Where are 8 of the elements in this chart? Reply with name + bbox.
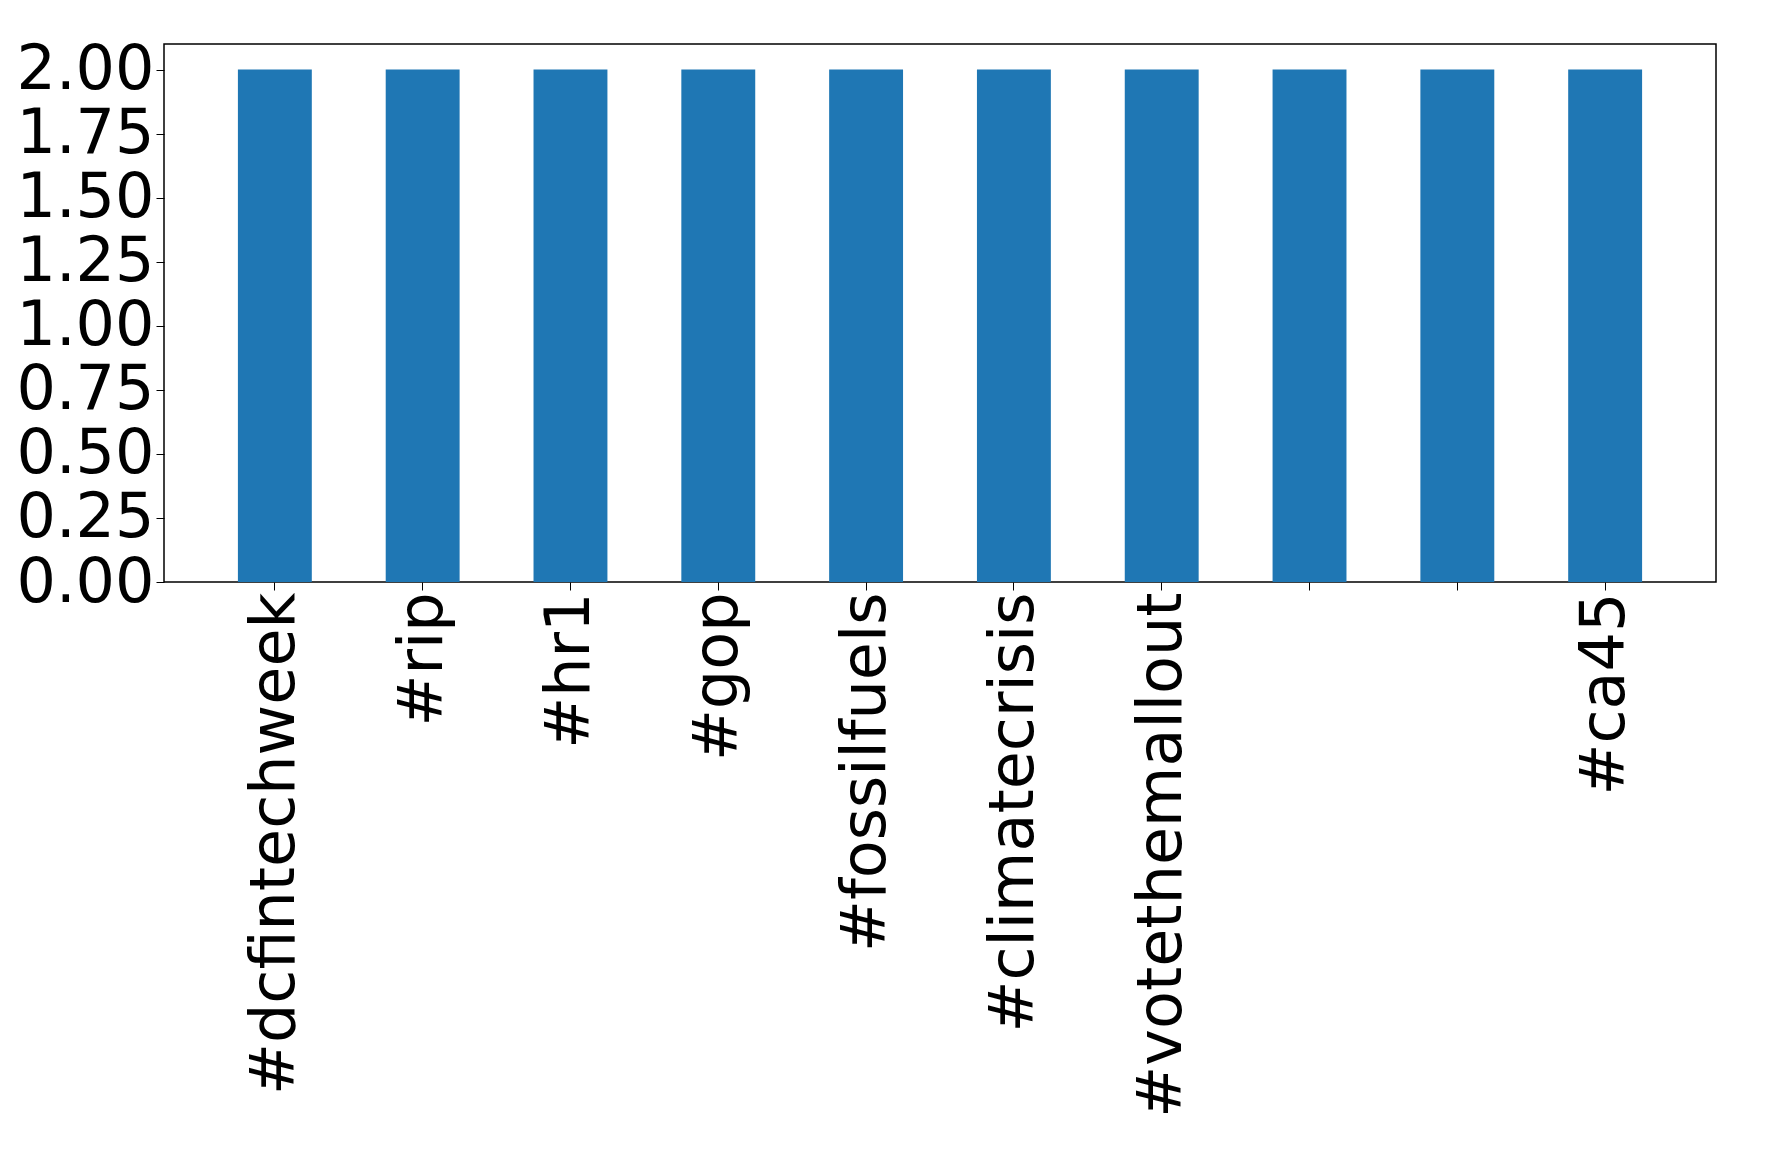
x-tick-label: #ca45 <box>1566 592 1640 796</box>
x-tick-label: #gop <box>679 592 753 762</box>
x-tick-label: #votethemallout <box>1122 592 1196 1118</box>
x-tick-label: #hr1 <box>531 592 605 749</box>
x-tick-label: #rip <box>383 592 457 727</box>
x-tick-label: #dcfintechweek <box>235 592 309 1095</box>
x-tick-label: #climatecrisis <box>974 592 1048 1033</box>
x-tick-label: #fossilfuels <box>827 592 901 953</box>
